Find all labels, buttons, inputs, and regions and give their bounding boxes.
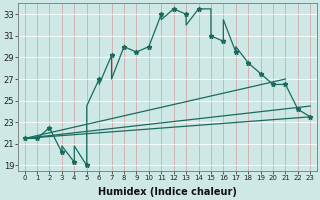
- X-axis label: Humidex (Indice chaleur): Humidex (Indice chaleur): [98, 187, 237, 197]
